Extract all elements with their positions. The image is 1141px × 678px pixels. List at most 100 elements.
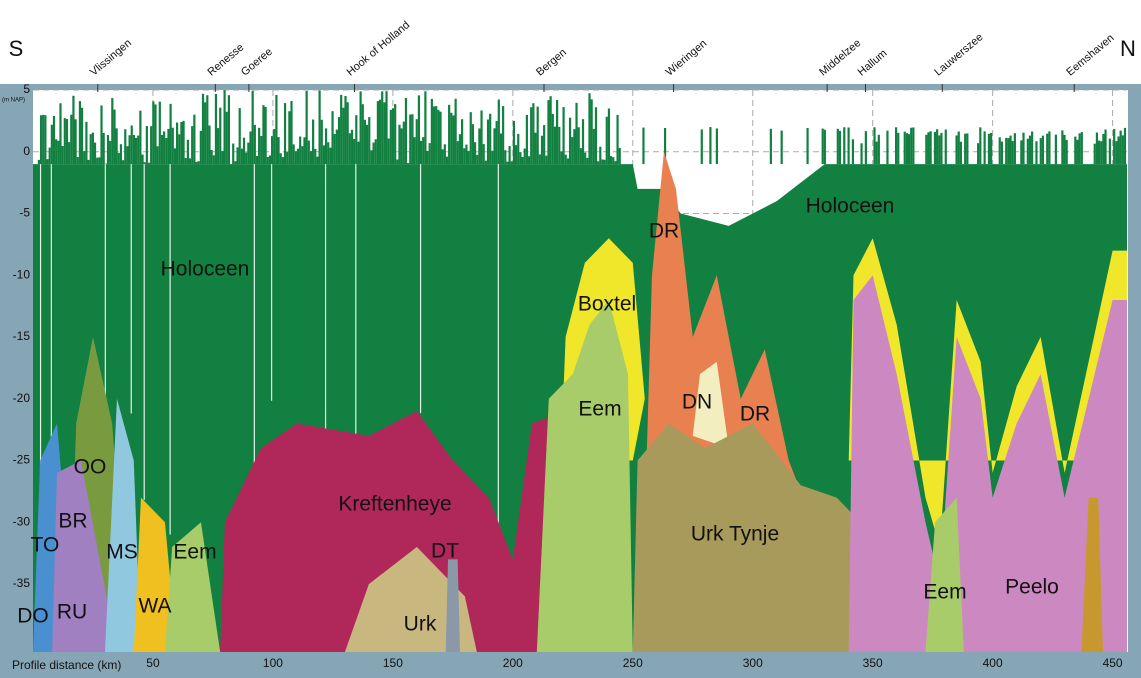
- spike: [236, 147, 238, 164]
- spike: [560, 151, 562, 164]
- spike: [401, 128, 403, 164]
- spike: [964, 134, 966, 164]
- spike: [1042, 136, 1044, 164]
- spike: [334, 134, 336, 164]
- spike: [431, 99, 433, 164]
- spike: [1048, 131, 1050, 164]
- spike: [1115, 141, 1117, 164]
- spike: [262, 105, 264, 164]
- spike: [578, 127, 580, 164]
- spike: [509, 146, 511, 164]
- spike: [701, 129, 703, 164]
- spike: [906, 133, 908, 164]
- spike: [342, 108, 344, 164]
- y-tick-label: 5: [23, 82, 30, 96]
- spike: [396, 160, 398, 165]
- spike: [573, 129, 575, 164]
- spike: [491, 151, 493, 164]
- spike: [465, 145, 467, 165]
- spike: [290, 101, 292, 164]
- spike: [940, 133, 942, 164]
- spike: [219, 108, 221, 164]
- spike: [979, 127, 981, 164]
- spike: [480, 110, 482, 164]
- spike: [62, 146, 64, 164]
- formation-label: DT: [431, 540, 459, 563]
- gap: [420, 164, 421, 413]
- spike: [1031, 132, 1033, 165]
- spike: [116, 128, 118, 164]
- spike: [137, 136, 139, 165]
- spike: [120, 144, 122, 164]
- spike: [498, 99, 500, 164]
- spike: [206, 95, 208, 164]
- spike: [545, 156, 547, 164]
- spike: [1109, 139, 1111, 164]
- spike: [100, 105, 102, 164]
- spike: [616, 115, 618, 164]
- spike: [49, 148, 51, 165]
- spike: [362, 104, 364, 164]
- spike: [1074, 137, 1076, 164]
- spike: [416, 119, 418, 164]
- spike: [223, 90, 225, 164]
- spike: [1027, 139, 1029, 164]
- spike: [241, 149, 243, 165]
- formation-label: Eem: [173, 541, 216, 564]
- spike: [366, 125, 368, 164]
- x-tick-label: 350: [863, 656, 883, 670]
- spike: [582, 119, 584, 164]
- spike: [1009, 136, 1011, 164]
- spike: [1100, 141, 1102, 164]
- spike: [1096, 133, 1098, 165]
- spike: [489, 114, 491, 164]
- spike: [51, 125, 53, 164]
- spike: [217, 128, 219, 164]
- spike: [38, 160, 40, 164]
- spike: [66, 119, 68, 164]
- spike: [806, 128, 808, 164]
- spike: [297, 149, 299, 164]
- spike: [81, 108, 83, 164]
- spike: [323, 145, 325, 164]
- spike: [131, 126, 133, 165]
- spike: [213, 155, 215, 164]
- spike: [122, 160, 124, 164]
- spike: [938, 135, 940, 164]
- x-tick-label: 50: [146, 656, 160, 670]
- spike: [530, 107, 532, 164]
- x-tick-label: 400: [983, 656, 1003, 670]
- spike: [437, 110, 439, 164]
- north-label: N: [1120, 36, 1136, 61]
- spike: [59, 103, 61, 164]
- spike: [474, 142, 476, 164]
- spike: [414, 137, 416, 164]
- spike: [1029, 136, 1031, 165]
- location-label: Hallum: [856, 47, 890, 78]
- spike: [103, 133, 105, 164]
- spike: [824, 130, 826, 164]
- spike: [249, 131, 251, 164]
- spike: [517, 134, 519, 164]
- spike: [1098, 141, 1100, 165]
- y-tick-label: -20: [13, 391, 31, 405]
- spike: [90, 134, 92, 164]
- spike: [182, 121, 184, 164]
- x-tick-label: 200: [503, 656, 523, 670]
- spike: [526, 115, 528, 164]
- spike: [301, 146, 303, 164]
- spike: [167, 129, 169, 164]
- spike: [336, 130, 338, 165]
- spike: [873, 127, 875, 164]
- spike: [562, 107, 564, 164]
- location-label: Eemshaven: [1064, 32, 1116, 79]
- formation-label: DR: [649, 220, 679, 243]
- spike: [377, 101, 379, 164]
- location-label: Hook of Holland: [345, 19, 413, 79]
- spike: [228, 95, 230, 164]
- formation-label: Urk Tynje: [691, 523, 779, 546]
- spike: [226, 112, 228, 164]
- gap: [271, 164, 272, 401]
- spike: [368, 117, 370, 164]
- spike: [878, 135, 880, 164]
